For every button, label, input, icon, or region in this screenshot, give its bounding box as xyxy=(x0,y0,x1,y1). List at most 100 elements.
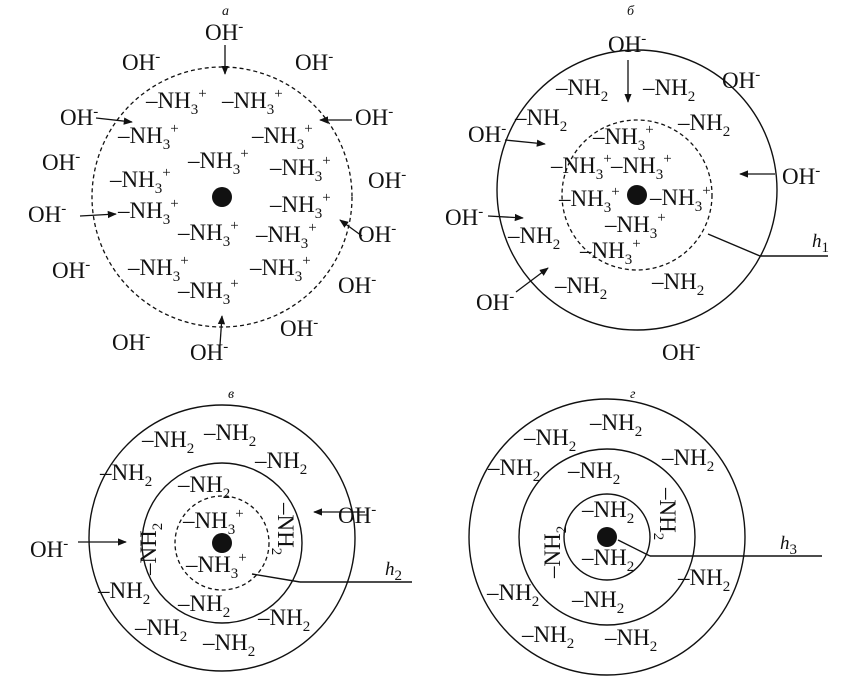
diffusion-arrow xyxy=(487,213,524,222)
hydroxide-ion-label: OH- xyxy=(468,121,506,147)
amino-group-label: –NH2 xyxy=(677,110,730,140)
hydroxide-ion-label: OH- xyxy=(662,339,700,365)
hydroxide-ion-label: OH- xyxy=(355,104,393,130)
hydroxide-ion-label: OH- xyxy=(42,149,80,175)
ammonium-group-label: –NH3+ xyxy=(610,151,672,183)
diffusion-arrow xyxy=(95,117,133,125)
amino-group-label: –NH2 xyxy=(177,472,230,502)
shell-inner xyxy=(141,462,303,624)
hydroxide-ion-label: OH- xyxy=(205,19,243,45)
layer-thickness-label: h2 xyxy=(385,559,402,584)
hydroxide-ion-label: OH- xyxy=(338,502,376,528)
panel-label: в xyxy=(228,387,234,402)
hydroxide-ion-label: OH- xyxy=(28,201,66,227)
hydroxide-ion-label: OH- xyxy=(295,49,333,75)
amino-group-label: –NH2 xyxy=(642,75,695,105)
hydroxide-ion-label: OH- xyxy=(782,163,820,189)
ammonium-group-label: –NH3+ xyxy=(558,184,620,216)
shell-inner xyxy=(563,493,651,581)
shell-outer xyxy=(468,398,746,676)
amino-group-label: –NH2 xyxy=(99,460,152,490)
amino-group-label: –NH2 xyxy=(514,105,567,135)
amino-group-label: –NH2 xyxy=(97,578,150,608)
amino-group-label: –NH2 xyxy=(581,497,634,527)
ammonium-group-label: –NH3+ xyxy=(177,218,239,250)
diffusion-arrow xyxy=(79,210,117,219)
amino-group-label: –NH2 xyxy=(540,526,570,579)
diffusion-arrow xyxy=(339,219,363,237)
amino-group-label: –NH2 xyxy=(523,425,576,455)
amino-group-label: –NH2 xyxy=(141,427,194,457)
amino-group-label: –NH2 xyxy=(567,458,620,488)
amino-group-label: –NH2 xyxy=(486,580,539,610)
hydroxide-ion-label: OH- xyxy=(445,204,483,230)
amino-group-label: –NH2 xyxy=(604,625,657,655)
ammonium-group-label: –NH3+ xyxy=(579,236,641,268)
amino-group-label: –NH2 xyxy=(589,410,642,440)
thickness-leader-line xyxy=(617,539,651,557)
amino-group-label: –NH2 xyxy=(555,75,608,105)
amino-group-label: –NH2 xyxy=(268,502,298,555)
ammonium-group-label: –NH3+ xyxy=(269,190,331,222)
thickness-leader-line xyxy=(251,573,301,583)
amino-group-label: –NH2 xyxy=(202,630,255,660)
hydroxide-ion-label: OH- xyxy=(190,339,228,365)
panel-label: б xyxy=(627,4,635,19)
amino-group-label: –NH2 xyxy=(661,445,714,475)
hydroxide-ion-label: OH- xyxy=(52,257,90,283)
ammonium-group-label: –NH3+ xyxy=(185,550,247,582)
particle-core xyxy=(597,527,617,547)
amino-group-label: –NH2 xyxy=(581,545,634,575)
hydroxide-ion-label: OH- xyxy=(722,67,760,93)
particle-core xyxy=(212,533,232,553)
panel-label: г xyxy=(630,387,636,402)
hydroxide-ion-label: OH- xyxy=(112,329,150,355)
shell-outer xyxy=(88,404,356,672)
amino-group-label: –NH2 xyxy=(651,269,704,299)
hydroxide-ion-label: OH- xyxy=(280,315,318,341)
ammonium-group-label: –NH3+ xyxy=(127,253,189,285)
amino-group-label: –NH2 xyxy=(507,223,560,253)
shell-outer xyxy=(496,49,778,331)
ammonium-group-label: –NH3+ xyxy=(649,183,711,215)
hydroxide-ion-label: OH- xyxy=(608,31,646,57)
amino-group-label: –NH2 xyxy=(487,455,540,485)
ammonium-group-label: –NH3+ xyxy=(604,210,666,242)
particle-boundary-dashed xyxy=(174,495,270,591)
hydroxide-ion-label: OH- xyxy=(476,289,514,315)
particle-core xyxy=(212,187,232,207)
ammonium-group-label: –NH3+ xyxy=(109,165,171,197)
hydroxide-ion-label: OH- xyxy=(338,272,376,298)
amino-group-label: –NH2 xyxy=(257,605,310,635)
ammonium-group-label: –NH3+ xyxy=(592,122,654,154)
hydroxide-ion-label: OH- xyxy=(122,49,160,75)
particle-core xyxy=(627,185,647,205)
hydroxide-ion-label: OH- xyxy=(368,167,406,193)
shell-middle xyxy=(518,448,696,626)
diffusion-arrow xyxy=(217,315,226,346)
ammonium-group-label: –NH3+ xyxy=(182,506,244,538)
panel-label: а xyxy=(222,4,229,19)
amino-group-label: –NH2 xyxy=(554,273,607,303)
amino-group-label: –NH2 xyxy=(134,615,187,645)
diffusion-arrow xyxy=(504,139,546,147)
amino-group-label: –NH2 xyxy=(650,487,680,540)
particle-diagram: аOH-OH- OH-OH- OH-OH-OH-OH-OH-OH-OH-OH-OH-… xyxy=(28,4,829,676)
amino-group-label: –NH2 xyxy=(136,523,166,576)
ammonium-group-label: –NH3+ xyxy=(117,196,179,228)
ammonium-group-label: –NH3+ xyxy=(550,151,612,183)
diffusion-arrow xyxy=(515,267,549,293)
particle-boundary-dashed xyxy=(561,119,713,271)
amino-group-label: –NH2 xyxy=(571,587,624,617)
amino-group-label: –NH2 xyxy=(521,622,574,652)
amino-group-label: –NH2 xyxy=(177,591,230,621)
ammonium-group-label: –NH3+ xyxy=(187,146,249,178)
ammonium-group-label: –NH3+ xyxy=(177,276,239,308)
hydroxide-ion-label: OH- xyxy=(358,221,396,247)
ammonium-group-label: –NH3+ xyxy=(249,253,311,285)
amino-group-label: –NH2 xyxy=(254,448,307,478)
ammonium-group-label: –NH3+ xyxy=(269,153,331,185)
amino-group-label: –NH2 xyxy=(203,420,256,450)
ammonium-group-label: –NH3+ xyxy=(221,86,283,118)
